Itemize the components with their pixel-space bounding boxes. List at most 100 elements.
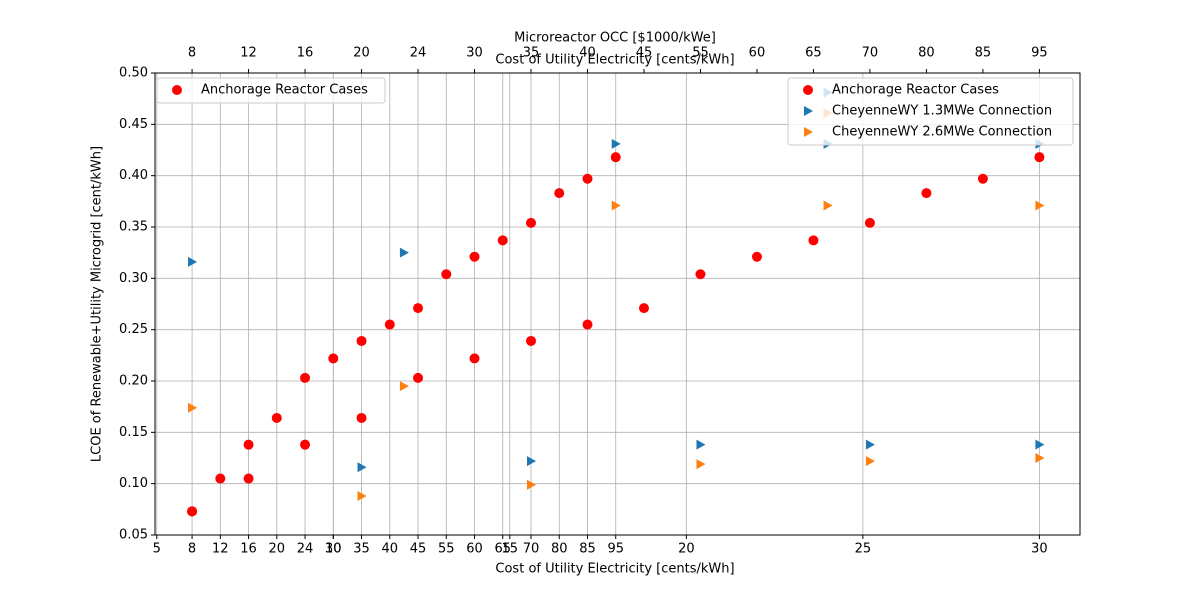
x-tick-label: 35 (353, 542, 370, 557)
point (527, 456, 537, 467)
point (469, 251, 480, 262)
point (1035, 200, 1045, 211)
point (638, 303, 649, 314)
point (865, 456, 875, 467)
point (751, 251, 762, 262)
point (215, 473, 226, 484)
y-tick-label: 0.40 (119, 168, 148, 183)
top-tick-label: 40 (579, 46, 596, 61)
x-tick-label: 70 (523, 542, 540, 557)
point (696, 439, 706, 450)
y-tick-label: 0.15 (119, 425, 148, 440)
top-tick-label: 70 (862, 46, 879, 61)
legend-label: Anchorage Reactor Cases (201, 83, 368, 98)
point (356, 335, 367, 346)
top-tick-label: 85 (975, 46, 992, 61)
top-axis-label-2: Cost of Utility Electricity [cents/kWh] (495, 53, 734, 68)
x-tick-label: 24 (297, 542, 314, 557)
top-tick-label: 20 (353, 46, 370, 61)
legend-box (787, 77, 1074, 146)
y-tick-label: 0.05 (119, 528, 148, 543)
point (384, 319, 395, 330)
point (610, 152, 621, 163)
top-tick-label: 65 (805, 46, 822, 61)
point (413, 303, 424, 314)
top-tick-label: 60 (749, 46, 766, 61)
point (823, 200, 833, 211)
legend-box (156, 77, 386, 104)
point (582, 319, 593, 330)
x-tick-label: 65 (494, 542, 511, 557)
x-axis-label: Cost of Utility Electricity [cents/kWh] (495, 562, 734, 577)
point (1035, 439, 1045, 450)
x-tick-label: 8 (188, 542, 196, 557)
legend-label: Anchorage Reactor Cases (832, 83, 999, 98)
point (1035, 453, 1045, 463)
point (611, 138, 621, 149)
x-tick-label: 16 (240, 542, 257, 557)
plot-frame (154, 72, 1081, 536)
x-tick-label: 25 (855, 542, 872, 557)
point (187, 506, 198, 517)
x-tick-label: 95 (607, 542, 624, 557)
y-tick-label: 0.25 (119, 322, 148, 337)
y-tick-label: 0.20 (119, 374, 148, 389)
x-tick-label: 30 (325, 542, 342, 557)
x-tick-label: 20 (678, 542, 695, 557)
point (271, 412, 282, 423)
y-tick-label: 0.35 (119, 220, 148, 235)
x-tick-label: 60 (466, 542, 483, 557)
y-tick-label: 0.50 (119, 66, 148, 81)
top-tick-label: 55 (692, 46, 709, 61)
point (865, 439, 875, 450)
point (1034, 152, 1045, 163)
x-tick-label: 80 (551, 542, 568, 557)
top-tick-label: 95 (1031, 46, 1048, 61)
point (611, 200, 621, 211)
point (441, 269, 452, 280)
legend: Anchorage Reactor Cases CheyenneWY 1.3MWe… (787, 77, 1074, 146)
legend-label: CheyenneWY 1.3MWe Connection (832, 104, 1052, 119)
top-tick-label: 35 (523, 46, 540, 61)
y-axis-label: LCOE of Renewable+Utility Microgrid [cen… (90, 146, 105, 462)
point (399, 381, 409, 392)
x-tick-label: 40 (382, 542, 399, 557)
point (527, 479, 537, 490)
x-tick-label: 12 (212, 542, 229, 557)
point (497, 235, 508, 246)
top-tick-label: 16 (297, 46, 314, 61)
x-tick-label: 55 (438, 542, 455, 557)
point (399, 247, 409, 258)
point (921, 188, 932, 199)
top-tick-label: 8 (188, 46, 196, 61)
legend-label: CheyenneWY 2.6MWe Connection (832, 125, 1052, 140)
legend-marker (803, 85, 813, 95)
point (243, 473, 254, 484)
legend: Anchorage Reactor Cases (156, 77, 386, 104)
y-tick-label: 0.10 (119, 476, 148, 491)
point (300, 372, 311, 383)
x-tick-label: 5 (153, 542, 161, 557)
top-tick-label: 12 (240, 46, 257, 61)
point (356, 412, 367, 423)
x-tick-label: 20 (269, 542, 286, 557)
point (526, 217, 537, 228)
point (864, 217, 875, 228)
legend-marker (804, 127, 813, 137)
point (469, 353, 480, 364)
top-tick-label: 45 (636, 46, 653, 61)
y-tick-label: 0.30 (119, 271, 148, 286)
top-tick-label: 24 (410, 46, 427, 61)
top-tick-label: 30 (466, 46, 483, 61)
point (695, 269, 706, 280)
point (357, 462, 367, 473)
legend-marker (804, 106, 813, 116)
point (582, 173, 593, 184)
point (696, 459, 706, 470)
legend-marker (172, 85, 182, 95)
point (554, 188, 565, 199)
top-axis-label: Microreactor OCC [$1000/kWe] (514, 31, 716, 46)
point (188, 256, 198, 267)
x-tick-label: 10 (325, 542, 342, 557)
